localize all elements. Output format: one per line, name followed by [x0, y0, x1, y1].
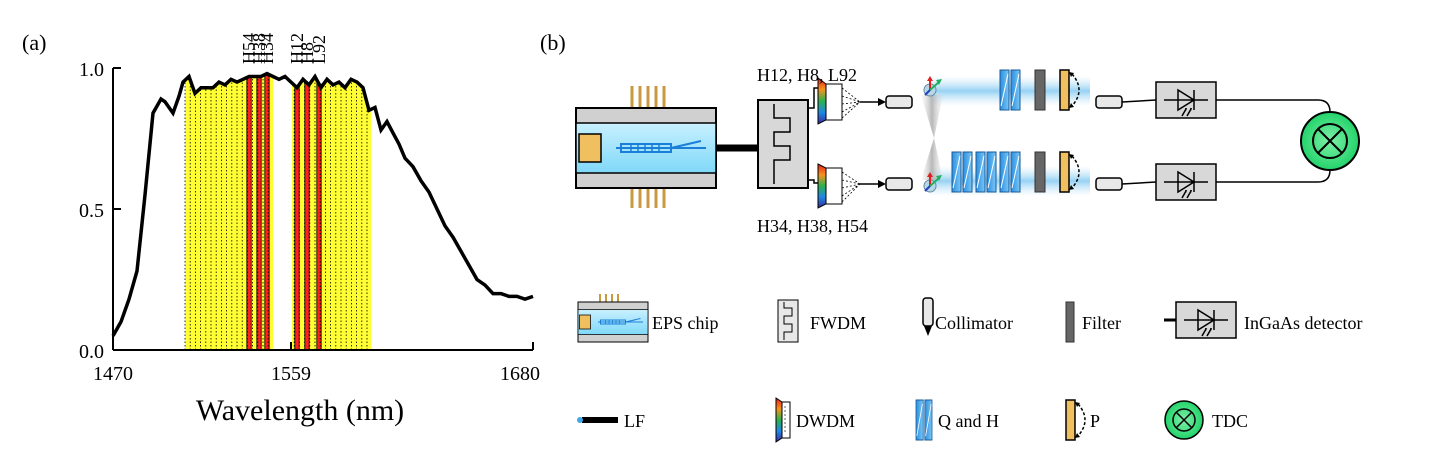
legend-lf: LF — [577, 411, 645, 431]
emission-cone — [921, 95, 943, 180]
channel-label-h54: H54 — [239, 33, 259, 64]
legend-dwdm: DWDM — [775, 397, 855, 443]
fwdm-box — [757, 99, 809, 189]
fwdm-fibers — [808, 87, 818, 184]
panel-b: (b) — [540, 30, 1362, 443]
legend-collimator: Collimator — [922, 297, 1013, 336]
channel-dotted-lines — [184, 74, 368, 350]
x-tick-1559: 1559 — [271, 363, 311, 385]
transmission-curve — [111, 71, 534, 337]
upper-channels: H12, H8, L92 — [757, 65, 857, 85]
legend-eps-label: EPS chip — [652, 313, 719, 333]
channel-label-h12: H12 — [287, 33, 307, 64]
panel-a: (a) 1.0 0.5 0.0 1470 1559 1680 Wavelengt… — [22, 30, 540, 427]
legend-filter-label: Filter — [1082, 313, 1121, 333]
filter-upper — [1034, 69, 1046, 111]
collimator-upper-out — [1095, 95, 1123, 109]
dwdm-lower — [817, 163, 861, 209]
x-tick-1680: 1680 — [500, 363, 540, 385]
legend-fwdm-label: FWDM — [810, 313, 866, 333]
legend-tdc-label: TDC — [1212, 411, 1248, 431]
channel-label-l92: L92 — [309, 35, 329, 64]
legend-qh-label: Q and H — [938, 411, 999, 431]
legend-fwdm: FWDM — [777, 299, 866, 343]
legend-filter: Filter — [1065, 301, 1121, 343]
lower-channels: H34, H38, H54 — [757, 216, 868, 236]
legend-lf-label: LF — [624, 411, 645, 431]
legend-p: P — [1065, 399, 1100, 441]
spectrum-plot — [111, 71, 534, 351]
band-gap — [273, 76, 292, 350]
channel-bar-h8 — [304, 82, 310, 351]
y-tick-1: 1.0 — [79, 59, 104, 81]
x-axis-label: Wavelength (nm) — [196, 394, 404, 427]
legend-detector-label: InGaAs detector — [1244, 313, 1362, 333]
detector-upper — [1155, 81, 1217, 119]
channel-label-h8: H8 — [297, 42, 317, 64]
channel-bar-h12 — [294, 87, 300, 351]
legend-collimator-label: Collimator — [935, 313, 1013, 333]
fiber-upper-out — [1121, 99, 1157, 103]
legend-p-label: P — [1090, 411, 1100, 431]
fiber-lower-out — [1121, 181, 1157, 185]
legend-tdc: TDC — [1164, 400, 1248, 440]
collimator-upper-in — [860, 95, 913, 109]
legend-eps-chip: EPS chip — [577, 294, 719, 343]
panel-a-label: (a) — [22, 30, 46, 55]
y-tick-05: 0.5 — [79, 200, 104, 222]
legend-detector: InGaAs detector — [1164, 301, 1362, 339]
detector-lower — [1155, 163, 1217, 201]
tdc-icon — [1300, 111, 1360, 171]
y-tick-0: 0.0 — [79, 341, 104, 363]
collimator-lower-in — [860, 177, 913, 191]
yellow-band-group — [185, 73, 371, 350]
legend-qh: Q and H — [915, 399, 999, 441]
panel-b-label: (b) — [540, 30, 566, 55]
legend: EPS chip FWDM Collimator Filter — [577, 294, 1362, 443]
axes: 1.0 0.5 0.0 1470 1559 1680 Wavelength (n… — [79, 59, 540, 427]
channel-label-h34: H34 — [257, 33, 277, 64]
channel-label-h38: H38 — [249, 33, 269, 64]
collimator-lower-out — [1095, 177, 1123, 191]
eps-chip — [575, 86, 717, 208]
dwdm-upper — [817, 77, 861, 125]
x-tick-1470: 1470 — [93, 363, 133, 385]
legend-dwdm-label: DWDM — [796, 411, 855, 431]
filter-lower — [1034, 151, 1046, 193]
cable-lower — [1216, 169, 1331, 183]
cable-upper — [1216, 99, 1331, 113]
